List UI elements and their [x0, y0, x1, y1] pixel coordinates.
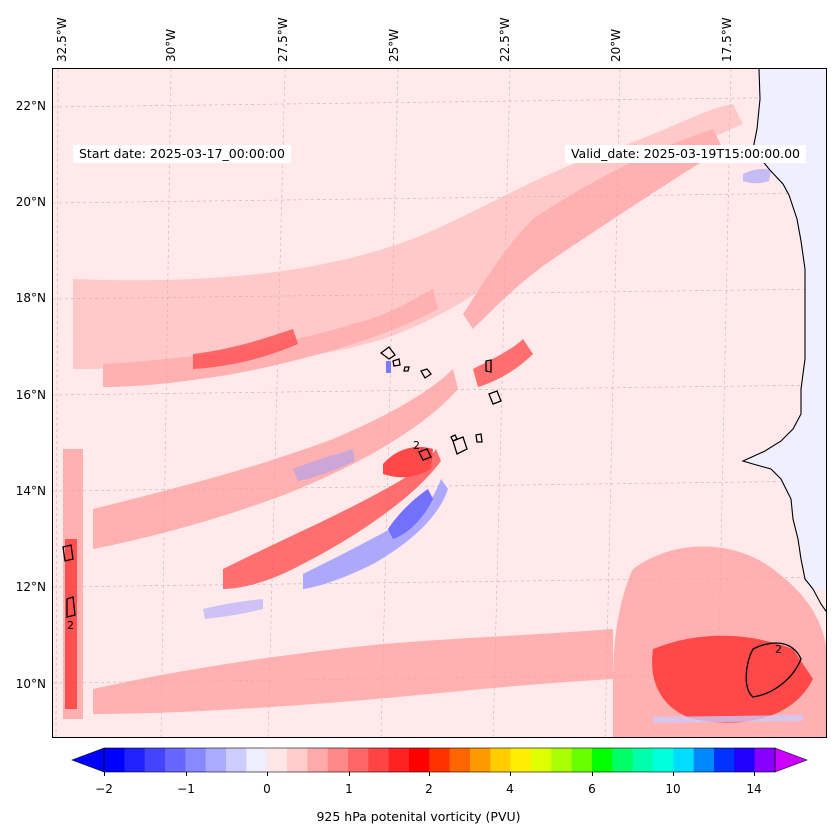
- colorbar-segment: [510, 748, 532, 772]
- colorbar-segment: [571, 748, 593, 772]
- strong-positive-cores: [65, 329, 813, 723]
- colorbar-tick-label: 6: [588, 782, 596, 796]
- lon-label: 30°W: [164, 28, 178, 62]
- colorbar-segment: [673, 748, 695, 772]
- colorbar-segment: [531, 748, 552, 772]
- colorbar-tick-label: 2: [425, 782, 433, 796]
- colorbar-tickmark: [267, 772, 268, 776]
- lon-label: 32.5°W: [55, 17, 69, 62]
- lon-label: 17.5°W: [720, 17, 734, 62]
- lon-label: 25°W: [387, 28, 401, 62]
- start-date-label: Start date: 2025-03-17_00:00:00: [73, 145, 291, 163]
- colorbar-segment: [754, 748, 776, 772]
- colorbar-segment: [714, 748, 735, 772]
- lon-label: 27.5°W: [276, 17, 290, 62]
- colorbar-segment: [226, 748, 247, 772]
- colorbar-segment: [592, 748, 613, 772]
- colorbar-segment: [246, 748, 268, 772]
- colorbar-segment: [388, 748, 410, 772]
- colorbar-frame: [103, 747, 776, 773]
- colorbar-tick-label: −2: [95, 782, 113, 796]
- colorbar-segment: [266, 748, 288, 772]
- colorbar-tick-label: 4: [506, 782, 514, 796]
- negative-bands: [203, 168, 803, 723]
- lat-label: 14°N: [15, 484, 46, 498]
- lat-label: 12°N: [15, 580, 46, 594]
- colorbar-segment: [693, 748, 715, 772]
- colorbar-segment: [185, 748, 207, 772]
- colorbar-segment: [409, 748, 430, 772]
- colorbar-segment: [124, 748, 146, 772]
- colorbar-label: 925 hPa potenital vorticity (PVU): [316, 809, 521, 824]
- pv-map: 2 2 2 Start date: 2025-03-17_00:00:00 Va…: [52, 68, 827, 738]
- colorbar-tickmark: [592, 772, 593, 776]
- land-area: [743, 69, 826, 589]
- colorbar-segment: [104, 748, 125, 772]
- colorbar-segment: [368, 748, 390, 772]
- colorbar-tick-label: 10: [665, 782, 681, 796]
- lon-label: 22.5°W: [498, 17, 512, 62]
- colorbar-segment: [205, 748, 227, 772]
- colorbar-segment: [612, 748, 634, 772]
- lat-label: 18°N: [15, 291, 46, 305]
- colorbar-segment: [449, 748, 471, 772]
- contour-label: 2: [413, 439, 420, 452]
- lat-label: 10°N: [15, 677, 46, 691]
- colorbar-tickmark: [673, 772, 674, 776]
- valid-date-label: Valid_date: 2025-03-19T15:00:00.00: [564, 145, 806, 163]
- islands: [62, 346, 802, 698]
- colorbar-segment: [632, 748, 654, 772]
- colorbar-tickmark: [429, 772, 430, 776]
- lon-label: 20°W: [609, 28, 623, 62]
- contour-label: 2: [775, 643, 782, 656]
- colorbar-segment: [287, 748, 308, 772]
- colorbar-segment: [551, 748, 573, 772]
- colorbar-tick-label: −1: [177, 782, 195, 796]
- colorbar-segment: [165, 748, 186, 772]
- colorbar-svg: [71, 747, 808, 773]
- colorbar-segment: [348, 748, 369, 772]
- colorbar-tickmark: [754, 772, 755, 776]
- colorbar-tick-label: 0: [263, 782, 271, 796]
- colorbar-segment: [653, 748, 674, 772]
- colorbar-tickmark: [510, 772, 511, 776]
- coastline: [741, 69, 826, 613]
- colorbar-max-arrow: [774, 747, 808, 773]
- colorbar-segment: [327, 748, 349, 772]
- lat-label: 16°N: [15, 388, 46, 402]
- colorbar-tickmark: [186, 772, 187, 776]
- colorbar-segment: [734, 748, 756, 772]
- colorbar-segment: [470, 748, 491, 772]
- colorbar-min-arrow: [71, 747, 105, 773]
- contour-label: 2: [67, 619, 74, 632]
- lat-label: 22°N: [15, 99, 46, 113]
- colorbar-tick-label: 1: [345, 782, 353, 796]
- colorbar-segment: [429, 748, 451, 772]
- colorbar-tickmark: [104, 772, 105, 776]
- pv-field-svg: 2 2 2: [53, 69, 826, 737]
- colorbar-segment: [490, 748, 512, 772]
- colorbar-segment: [307, 748, 329, 772]
- colorbar-tick-label: 14: [746, 782, 762, 796]
- colorbar-tickmark: [349, 772, 350, 776]
- colorbar-segment: [144, 748, 166, 772]
- lat-label: 20°N: [15, 195, 46, 209]
